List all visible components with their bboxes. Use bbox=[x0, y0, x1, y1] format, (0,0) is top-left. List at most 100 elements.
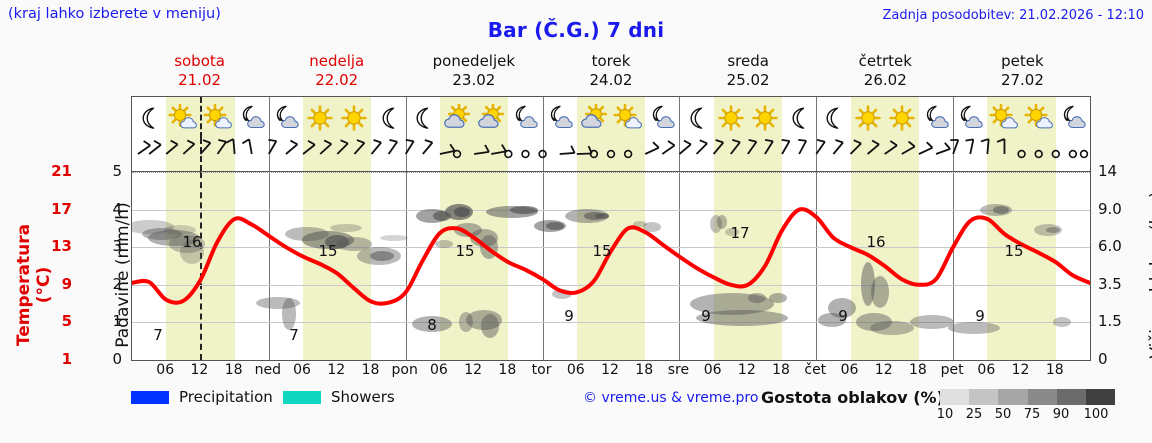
gridline-minor bbox=[132, 209, 1090, 211]
day-name: sreda bbox=[727, 52, 769, 70]
wind-barbs bbox=[137, 138, 1089, 159]
cloudheight-tick: 3.5 bbox=[1098, 274, 1122, 293]
temperature-tick: 21 bbox=[51, 162, 72, 180]
day-header-četrtek: četrtek 26.02 bbox=[817, 52, 954, 92]
menu-hint-text: (kraj lahko izberete v meniju) bbox=[8, 6, 221, 22]
x-tick-label: 18 bbox=[224, 362, 243, 378]
density-swatch bbox=[1056, 389, 1086, 405]
density-tick: 100 bbox=[1083, 407, 1109, 422]
day-header-torek: torek 24.02 bbox=[542, 52, 679, 92]
temperature-tick: 13 bbox=[51, 237, 72, 256]
day-name: nedelja bbox=[309, 52, 365, 70]
day-date: 25.02 bbox=[726, 71, 770, 89]
x-tick-label: sre bbox=[667, 362, 690, 378]
sun-icon bbox=[337, 97, 371, 138]
sun-cloud-icon bbox=[166, 97, 200, 138]
x-tick-label: čet bbox=[804, 362, 827, 378]
temp-max-label: 15 bbox=[455, 242, 475, 261]
moon-cloud-icon bbox=[235, 97, 269, 138]
day-separator bbox=[542, 138, 544, 171]
copyright-link[interactable]: © vreme.us & vreme.pro bbox=[583, 390, 759, 406]
precipitation-tick: 5 bbox=[112, 162, 122, 180]
moon-icon bbox=[372, 97, 406, 138]
x-tick-label: ned bbox=[254, 362, 282, 378]
day-separator bbox=[268, 172, 270, 360]
daylight-band bbox=[576, 172, 646, 360]
temperature-curve bbox=[132, 207, 1090, 306]
temperature-tick: 17 bbox=[51, 199, 72, 218]
sun-cloud-icon bbox=[200, 97, 234, 138]
day-separator bbox=[953, 97, 955, 138]
day-separator bbox=[679, 172, 681, 360]
sun-cloud-icon bbox=[611, 97, 645, 138]
cloud-density-colorbar bbox=[940, 389, 1116, 405]
cloudheight-tick: 6.0 bbox=[1098, 237, 1122, 256]
x-tick-label: 12 bbox=[874, 362, 893, 378]
temp-min-label: 9 bbox=[564, 306, 574, 325]
daylight-band bbox=[439, 172, 509, 360]
chart-legend: Precipitation Showers © vreme.us & vreme… bbox=[131, 388, 1141, 434]
daylight-band bbox=[713, 172, 783, 360]
density-tick: 90 bbox=[1052, 407, 1070, 422]
density-swatch bbox=[940, 389, 970, 405]
day-header-ponedeljek: ponedeljek 23.02 bbox=[405, 52, 542, 92]
x-axis-ticks: 06 12 18 ned 06 12 18 pon 06 12 18 tor 06 12 18 sre 06 12… bbox=[131, 362, 1091, 382]
day-name: ponedeljek bbox=[432, 52, 516, 70]
temp-min-label: 9 bbox=[975, 306, 985, 325]
density-tick: 25 bbox=[965, 407, 983, 422]
forecast-plot: 16 7 15 7 15 8 15 9 17 9 16 9 15 9 bbox=[131, 171, 1091, 361]
day-separator bbox=[268, 97, 270, 138]
gridline bbox=[132, 172, 1090, 173]
precipitation-tick: 2 bbox=[112, 274, 122, 293]
cloud-density-label: Gostota oblakov (%) bbox=[761, 388, 944, 407]
day-separator bbox=[542, 172, 544, 360]
wind-barb-row bbox=[131, 138, 1091, 171]
moon-icon bbox=[132, 97, 166, 138]
x-tick-label: 18 bbox=[361, 362, 380, 378]
x-tick-label: 12 bbox=[464, 362, 483, 378]
day-date: 27.02 bbox=[1000, 71, 1044, 89]
density-tick: 75 bbox=[1023, 407, 1041, 422]
weather-icon-row bbox=[131, 96, 1091, 138]
temp-max-label: 15 bbox=[592, 242, 612, 261]
cloud-density-ticks: 10 25 50 75 90 100 bbox=[931, 407, 1126, 423]
day-date: 26.02 bbox=[863, 71, 907, 89]
moon-icon bbox=[816, 97, 850, 138]
moon-cloud-icon bbox=[508, 97, 542, 138]
moon-cloud-icon bbox=[953, 97, 987, 138]
gridline-minor bbox=[132, 322, 1090, 324]
day-date: 24.02 bbox=[589, 71, 633, 89]
day-headers: sobota 21.02 nedelja 22.02 ponedeljek 23.02 to… bbox=[131, 52, 1091, 92]
sun-icon bbox=[303, 97, 337, 138]
x-tick-label: 12 bbox=[601, 362, 619, 378]
x-tick-label: 12 bbox=[737, 362, 756, 378]
x-tick-label: 06 bbox=[977, 362, 996, 378]
precipitation-tick: 1 bbox=[112, 312, 122, 331]
temperature-tick: 9 bbox=[61, 274, 72, 293]
daylight-band bbox=[166, 172, 235, 360]
sun-cloud-icon bbox=[987, 97, 1021, 138]
showers-legend-label: Showers bbox=[331, 388, 395, 406]
density-swatch bbox=[1085, 389, 1116, 405]
x-tick-label: 18 bbox=[772, 362, 790, 378]
moon-cloud-icon bbox=[1056, 97, 1090, 138]
cloudheight-tick: 0 bbox=[1098, 350, 1108, 368]
density-swatch bbox=[1027, 389, 1057, 405]
temp-max-label: 17 bbox=[730, 223, 750, 242]
day-date: 23.02 bbox=[452, 71, 496, 89]
day-separator bbox=[816, 97, 818, 138]
day-separator bbox=[268, 138, 270, 171]
day-header-nedelja: nedelja 22.02 bbox=[268, 52, 405, 92]
x-tick-label: 18 bbox=[1045, 362, 1064, 378]
temp-min-label: 9 bbox=[701, 306, 711, 325]
sun-cloud-grey-icon bbox=[440, 97, 474, 138]
x-tick-label: pon bbox=[391, 362, 418, 378]
x-tick-label: 06 bbox=[703, 362, 722, 378]
density-tick: 50 bbox=[994, 407, 1012, 422]
x-tick-label: pet bbox=[940, 362, 964, 378]
day-separator bbox=[953, 138, 955, 171]
precipitation-swatch bbox=[131, 391, 169, 404]
page-title: Bar (Č.G.) 7 dni bbox=[487, 18, 665, 42]
moon-icon bbox=[782, 97, 816, 138]
day-name: četrtek bbox=[858, 52, 912, 70]
